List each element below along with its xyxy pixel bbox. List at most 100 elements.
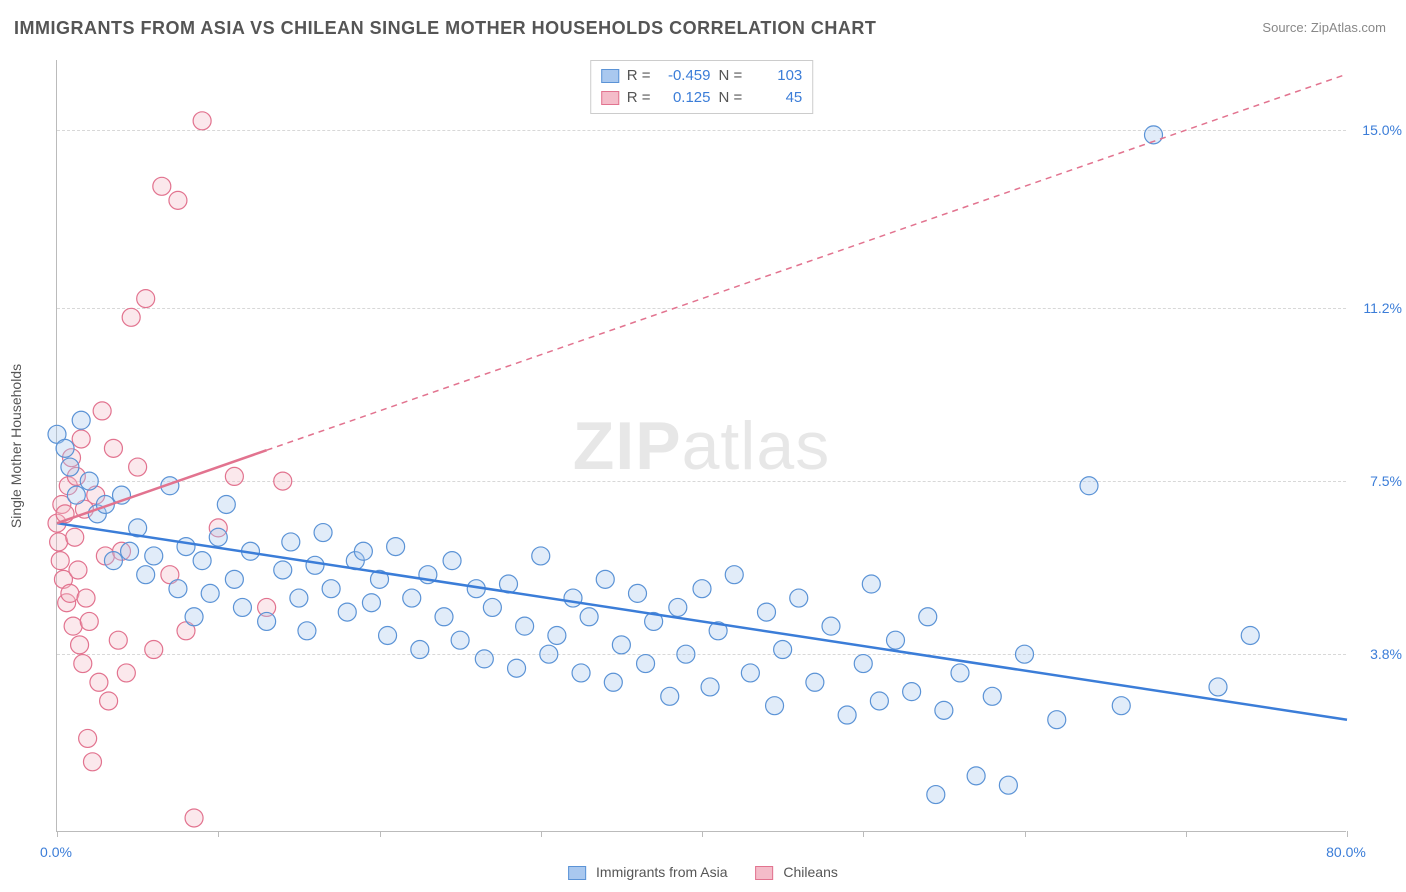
scatter-point <box>758 603 776 621</box>
scatter-point <box>80 472 98 490</box>
stats-r-chileans: 0.125 <box>659 87 711 109</box>
scatter-point <box>596 570 614 588</box>
scatter-point <box>100 692 118 710</box>
source-label: Source: <box>1262 20 1307 35</box>
scatter-point <box>209 528 227 546</box>
x-legend: Immigrants from Asia Chileans <box>568 864 838 880</box>
x-tick <box>863 831 864 837</box>
chart-title: IMMIGRANTS FROM ASIA VS CHILEAN SINGLE M… <box>14 18 876 39</box>
scatter-point <box>185 608 203 626</box>
scatter-point <box>145 641 163 659</box>
scatter-point <box>741 664 759 682</box>
scatter-point <box>983 687 1001 705</box>
stats-n-label: N = <box>719 87 743 109</box>
x-tick <box>702 831 703 837</box>
scatter-point <box>121 542 139 560</box>
scatter-point <box>104 552 122 570</box>
scatter-point <box>661 687 679 705</box>
stats-box: R = -0.459 N = 103 R = 0.125 N = 45 <box>590 60 814 114</box>
scatter-point <box>169 580 187 598</box>
scatter-point <box>362 594 380 612</box>
x-tick <box>218 831 219 837</box>
scatter-point <box>967 767 985 785</box>
stats-n-label: N = <box>719 65 743 87</box>
scatter-point <box>71 636 89 654</box>
scatter-point <box>290 589 308 607</box>
scatter-point <box>870 692 888 710</box>
plot-area: ZIPatlas 3.8%7.5%11.2%15.0% R = -0.459 N… <box>56 60 1346 832</box>
scatter-point <box>580 608 598 626</box>
scatter-point <box>677 645 695 663</box>
y-tick-label: 11.2% <box>1350 300 1402 316</box>
scatter-point <box>145 547 163 565</box>
stats-n-chileans: 45 <box>750 87 802 109</box>
stats-r-label: R = <box>627 65 651 87</box>
scatter-point <box>61 458 79 476</box>
scatter-point <box>122 308 140 326</box>
scatter-point <box>548 626 566 644</box>
scatter-point <box>822 617 840 635</box>
scatter-point <box>109 631 127 649</box>
scatter-point <box>887 631 905 649</box>
scatter-point <box>927 786 945 804</box>
scatter-point <box>274 472 292 490</box>
scatter-point <box>919 608 937 626</box>
scatter-point <box>74 655 92 673</box>
scatter-point <box>951 664 969 682</box>
scatter-point <box>354 542 372 560</box>
legend-label-chileans: Chileans <box>783 864 837 880</box>
source-attribution: Source: ZipAtlas.com <box>1262 20 1386 35</box>
stats-r-label: R = <box>627 87 651 109</box>
scatter-point <box>483 598 501 616</box>
scatter-point <box>540 645 558 663</box>
scatter-point <box>83 753 101 771</box>
scatter-point <box>51 552 69 570</box>
scatter-point <box>225 467 243 485</box>
x-tick-min-label: 0.0% <box>40 844 72 860</box>
scatter-point <box>338 603 356 621</box>
stats-n-asia: 103 <box>750 65 802 87</box>
x-tick <box>1025 831 1026 837</box>
scatter-point <box>701 678 719 696</box>
scatter-point <box>669 598 687 616</box>
x-tick <box>1186 831 1187 837</box>
scatter-point <box>766 697 784 715</box>
scatter-point <box>862 575 880 593</box>
swatch-asia <box>601 69 619 83</box>
scatter-point <box>999 776 1017 794</box>
scatter-point <box>774 641 792 659</box>
scatter-point <box>508 659 526 677</box>
swatch-chileans <box>601 91 619 105</box>
scatter-point <box>217 495 235 513</box>
scatter-point <box>1209 678 1227 696</box>
stats-row-asia: R = -0.459 N = 103 <box>601 65 803 87</box>
scatter-point <box>629 584 647 602</box>
scatter-point <box>403 589 421 607</box>
scatter-point <box>80 612 98 630</box>
scatter-point <box>104 439 122 457</box>
scatter-point <box>185 809 203 827</box>
scatter-point <box>282 533 300 551</box>
legend-item-asia: Immigrants from Asia <box>568 864 727 880</box>
scatter-point <box>298 622 316 640</box>
x-tick <box>57 831 58 837</box>
scatter-point <box>443 552 461 570</box>
scatter-point <box>233 598 251 616</box>
scatter-point <box>935 701 953 719</box>
scatter-point <box>790 589 808 607</box>
scatter-point <box>117 664 135 682</box>
scatter-point <box>177 538 195 556</box>
chart-svg <box>57 60 1346 831</box>
scatter-point <box>838 706 856 724</box>
scatter-point <box>1048 711 1066 729</box>
legend-swatch-asia <box>568 866 586 880</box>
legend-item-chileans: Chileans <box>756 864 838 880</box>
scatter-point <box>50 533 68 551</box>
scatter-point <box>169 191 187 209</box>
scatter-point <box>129 458 147 476</box>
scatter-point <box>572 664 590 682</box>
scatter-point <box>435 608 453 626</box>
x-tick <box>541 831 542 837</box>
scatter-point <box>1241 626 1259 644</box>
trend-line-dashed <box>267 74 1347 450</box>
